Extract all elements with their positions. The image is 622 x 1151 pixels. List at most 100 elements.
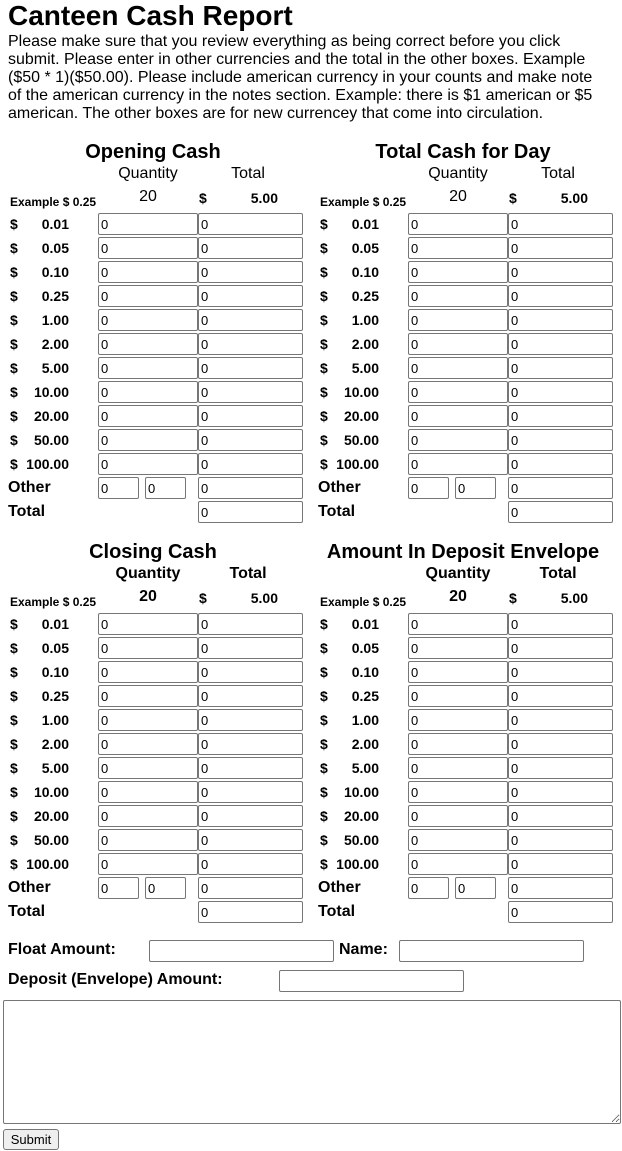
other-total-input[interactable] bbox=[508, 877, 613, 899]
total-input-10-00[interactable] bbox=[198, 381, 303, 403]
total-input-0-25[interactable] bbox=[198, 285, 303, 307]
quantity-input-0-10[interactable] bbox=[408, 261, 508, 283]
quantity-input-1-00[interactable] bbox=[98, 309, 198, 331]
other-quantity-input[interactable] bbox=[455, 877, 496, 899]
total-input-100-00[interactable] bbox=[508, 453, 613, 475]
quantity-input-1-00[interactable] bbox=[408, 309, 508, 331]
other-denomination-input[interactable] bbox=[98, 477, 139, 499]
total-input-10-00[interactable] bbox=[198, 781, 303, 803]
total-input-0-05[interactable] bbox=[198, 637, 303, 659]
quantity-input-10-00[interactable] bbox=[408, 781, 508, 803]
total-input-100-00[interactable] bbox=[198, 853, 303, 875]
other-total-input[interactable] bbox=[508, 477, 613, 499]
total-input-1-00[interactable] bbox=[198, 309, 303, 331]
total-input-100-00[interactable] bbox=[198, 453, 303, 475]
quantity-input-50-00[interactable] bbox=[408, 829, 508, 851]
total-input-5-00[interactable] bbox=[508, 357, 613, 379]
quantity-input-10-00[interactable] bbox=[98, 381, 198, 403]
total-input-10-00[interactable] bbox=[508, 381, 613, 403]
other-total-input[interactable] bbox=[198, 477, 303, 499]
total-input-20-00[interactable] bbox=[198, 405, 303, 427]
total-input-50-00[interactable] bbox=[508, 829, 613, 851]
quantity-input-100-00[interactable] bbox=[408, 853, 508, 875]
total-input-0-25[interactable] bbox=[508, 285, 613, 307]
quantity-input-5-00[interactable] bbox=[98, 757, 198, 779]
total-input-0-10[interactable] bbox=[508, 261, 613, 283]
total-input-0-01[interactable] bbox=[508, 213, 613, 235]
quantity-input-50-00[interactable] bbox=[98, 429, 198, 451]
quantity-input-100-00[interactable] bbox=[408, 453, 508, 475]
quantity-input-2-00[interactable] bbox=[98, 733, 198, 755]
quantity-input-50-00[interactable] bbox=[98, 829, 198, 851]
quantity-input-0-05[interactable] bbox=[98, 237, 198, 259]
quantity-input-0-05[interactable] bbox=[98, 637, 198, 659]
name-input[interactable] bbox=[399, 940, 584, 962]
total-input-20-00[interactable] bbox=[508, 405, 613, 427]
other-quantity-input[interactable] bbox=[145, 877, 186, 899]
quantity-input-2-00[interactable] bbox=[408, 733, 508, 755]
submit-button[interactable]: Submit bbox=[3, 1129, 59, 1150]
quantity-input-5-00[interactable] bbox=[408, 357, 508, 379]
quantity-input-5-00[interactable] bbox=[98, 357, 198, 379]
section-total-input[interactable] bbox=[508, 901, 613, 923]
section-total-input[interactable] bbox=[198, 901, 303, 923]
total-input-0-01[interactable] bbox=[198, 613, 303, 635]
total-input-50-00[interactable] bbox=[198, 829, 303, 851]
total-input-0-05[interactable] bbox=[198, 237, 303, 259]
quantity-input-0-25[interactable] bbox=[408, 685, 508, 707]
quantity-input-10-00[interactable] bbox=[408, 381, 508, 403]
total-input-0-10[interactable] bbox=[198, 661, 303, 683]
section-total-input[interactable] bbox=[508, 501, 613, 523]
total-input-50-00[interactable] bbox=[198, 429, 303, 451]
quantity-input-20-00[interactable] bbox=[408, 805, 508, 827]
quantity-input-0-10[interactable] bbox=[98, 661, 198, 683]
quantity-input-1-00[interactable] bbox=[98, 709, 198, 731]
total-input-1-00[interactable] bbox=[198, 709, 303, 731]
quantity-input-1-00[interactable] bbox=[408, 709, 508, 731]
total-input-2-00[interactable] bbox=[508, 733, 613, 755]
other-quantity-input[interactable] bbox=[145, 477, 186, 499]
other-total-input[interactable] bbox=[198, 877, 303, 899]
quantity-input-0-25[interactable] bbox=[408, 285, 508, 307]
quantity-input-100-00[interactable] bbox=[98, 853, 198, 875]
quantity-input-50-00[interactable] bbox=[408, 429, 508, 451]
total-input-1-00[interactable] bbox=[508, 709, 613, 731]
other-quantity-input[interactable] bbox=[455, 477, 496, 499]
total-input-5-00[interactable] bbox=[198, 757, 303, 779]
quantity-input-0-25[interactable] bbox=[98, 685, 198, 707]
total-input-50-00[interactable] bbox=[508, 429, 613, 451]
total-input-2-00[interactable] bbox=[198, 733, 303, 755]
total-input-0-10[interactable] bbox=[508, 661, 613, 683]
total-input-0-01[interactable] bbox=[508, 613, 613, 635]
total-input-5-00[interactable] bbox=[508, 757, 613, 779]
total-input-20-00[interactable] bbox=[198, 805, 303, 827]
other-denomination-input[interactable] bbox=[98, 877, 139, 899]
quantity-input-20-00[interactable] bbox=[98, 405, 198, 427]
deposit-amount-input[interactable] bbox=[279, 970, 464, 992]
total-input-0-10[interactable] bbox=[198, 261, 303, 283]
other-denomination-input[interactable] bbox=[408, 877, 449, 899]
total-input-2-00[interactable] bbox=[198, 333, 303, 355]
total-input-0-05[interactable] bbox=[508, 637, 613, 659]
quantity-input-0-01[interactable] bbox=[98, 613, 198, 635]
quantity-input-20-00[interactable] bbox=[408, 405, 508, 427]
quantity-input-0-05[interactable] bbox=[408, 637, 508, 659]
quantity-input-0-01[interactable] bbox=[408, 613, 508, 635]
float-amount-input[interactable] bbox=[149, 940, 334, 962]
notes-textarea[interactable] bbox=[3, 1000, 621, 1124]
quantity-input-0-25[interactable] bbox=[98, 285, 198, 307]
quantity-input-0-05[interactable] bbox=[408, 237, 508, 259]
total-input-0-25[interactable] bbox=[508, 685, 613, 707]
total-input-100-00[interactable] bbox=[508, 853, 613, 875]
quantity-input-0-10[interactable] bbox=[408, 661, 508, 683]
section-total-input[interactable] bbox=[198, 501, 303, 523]
quantity-input-0-01[interactable] bbox=[98, 213, 198, 235]
total-input-2-00[interactable] bbox=[508, 333, 613, 355]
other-denomination-input[interactable] bbox=[408, 477, 449, 499]
quantity-input-20-00[interactable] bbox=[98, 805, 198, 827]
total-input-10-00[interactable] bbox=[508, 781, 613, 803]
quantity-input-2-00[interactable] bbox=[98, 333, 198, 355]
quantity-input-10-00[interactable] bbox=[98, 781, 198, 803]
total-input-20-00[interactable] bbox=[508, 805, 613, 827]
quantity-input-2-00[interactable] bbox=[408, 333, 508, 355]
